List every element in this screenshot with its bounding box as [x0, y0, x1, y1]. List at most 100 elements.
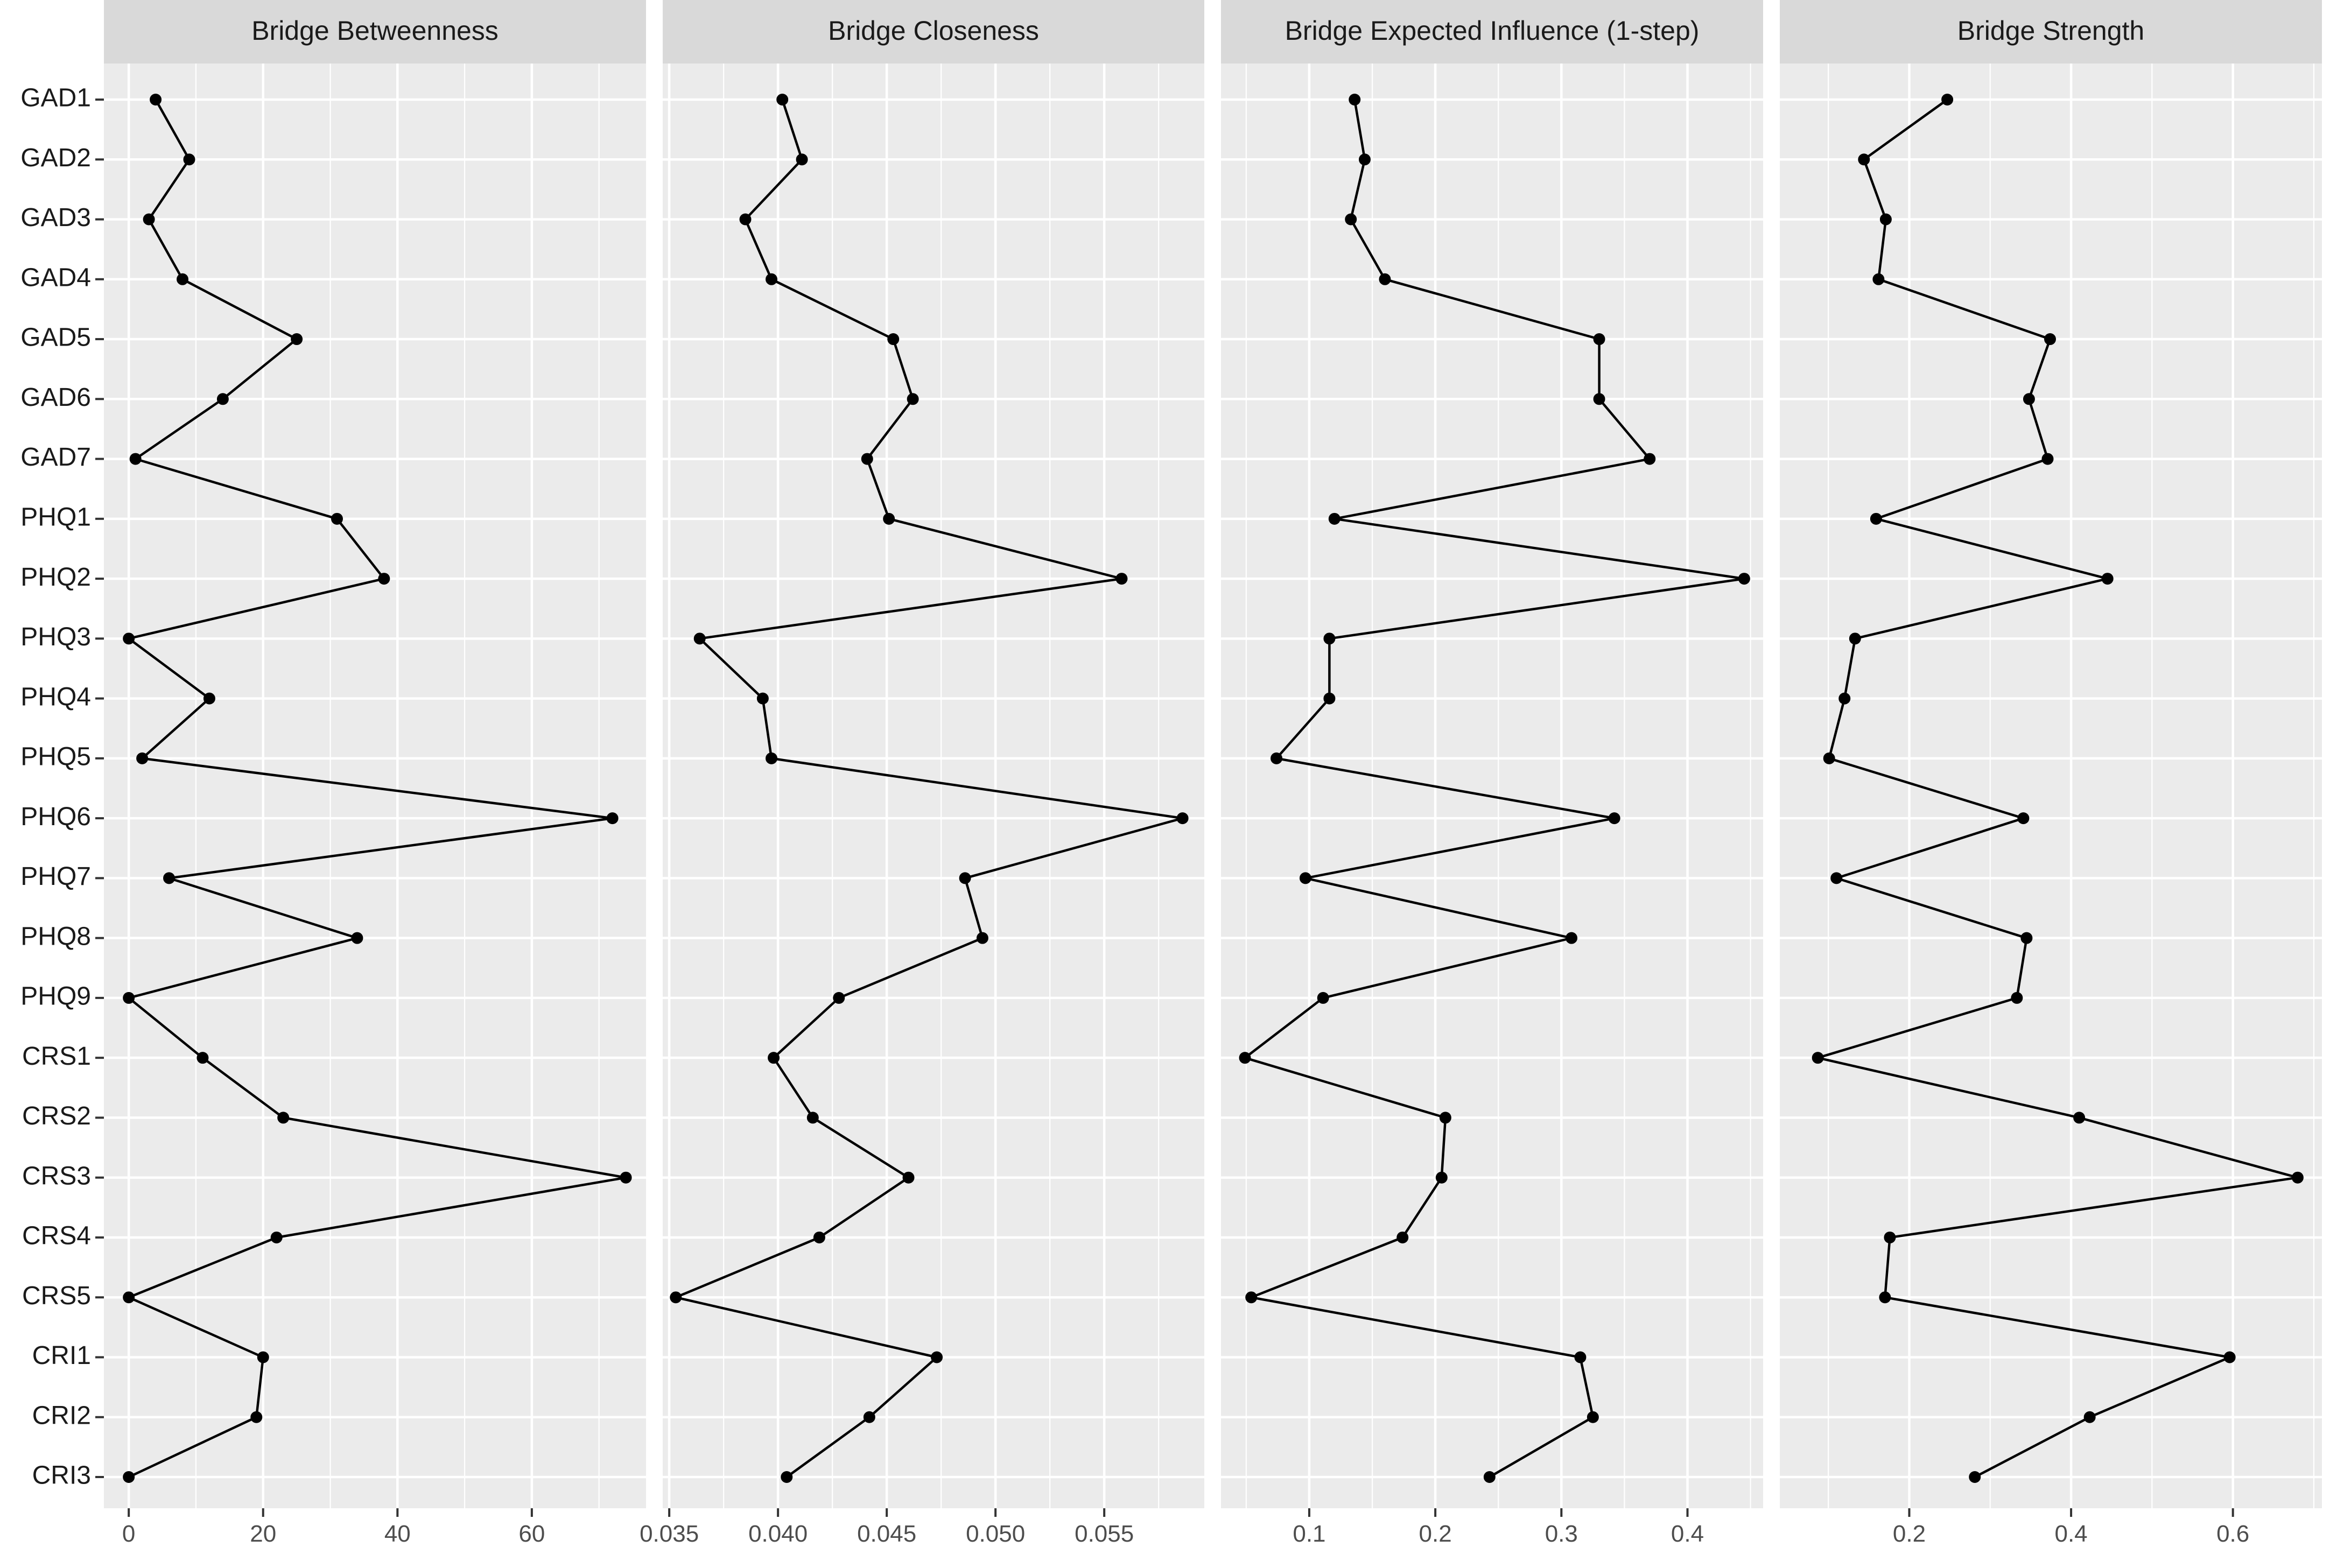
data-point-gad1 — [150, 94, 162, 106]
data-point-phq5 — [1823, 752, 1835, 764]
panel-background — [1221, 64, 1763, 1508]
data-point-crs4 — [813, 1231, 825, 1243]
data-point-gad7 — [2041, 453, 2054, 465]
data-point-phq3 — [1849, 632, 1861, 645]
y-tick-label-gad1: GAD1 — [20, 84, 91, 112]
data-point-gad4 — [1379, 273, 1391, 285]
data-point-phq6 — [2017, 812, 2030, 825]
data-point-phq6 — [606, 812, 619, 825]
y-tick-label-phq7: PHQ7 — [20, 862, 91, 891]
y-tick-label-gad7: GAD7 — [20, 443, 91, 472]
data-point-crs2 — [2073, 1112, 2086, 1124]
series-line — [674, 99, 1184, 1478]
y-tick-label-cri1: CRI1 — [32, 1341, 91, 1370]
data-point-cri1 — [257, 1351, 269, 1363]
panel-title: Bridge Closeness — [828, 16, 1039, 46]
panel-3: Bridge Expected Influence (1-step) 0.1 0.2… — [1221, 0, 1763, 1547]
data-point-gad5 — [1593, 333, 1605, 346]
data-point-gad5 — [887, 333, 900, 346]
series-line — [1816, 99, 2299, 1478]
panel-strip — [663, 0, 1204, 64]
panel-background — [1780, 64, 2322, 1508]
panel-title: Bridge Strength — [1957, 16, 2144, 46]
y-tick-label-phq9: PHQ9 — [20, 982, 91, 1011]
data-point-crs4 — [1396, 1231, 1409, 1243]
y-tick-label-cri3: CRI3 — [32, 1461, 91, 1490]
data-point-cri1 — [1574, 1351, 1587, 1363]
x-tick-label: 0.050 — [966, 1521, 1025, 1547]
y-axis: GAD1 GAD2 GAD3 GAD4 GAD5 GAD6 GAD7 PHQ1 PHQ2 PHQ3… — [20, 84, 104, 1490]
data-point-phq9 — [123, 992, 135, 1004]
x-tick-label: 0.1 — [1293, 1521, 1325, 1547]
data-point-gad6 — [2023, 393, 2035, 405]
data-point-phq7 — [959, 872, 971, 884]
data-point-gad3 — [739, 213, 752, 226]
data-point-phq3 — [123, 632, 135, 645]
data-point-crs5 — [1245, 1291, 1258, 1304]
x-tick-label: 60 — [518, 1521, 545, 1547]
y-tick-label-gad6: GAD6 — [20, 383, 91, 412]
x-tick-label: 0.035 — [640, 1521, 699, 1547]
y-tick-label-gad5: GAD5 — [20, 324, 91, 352]
data-point-phq5 — [1271, 752, 1283, 764]
data-point-gad5 — [291, 333, 303, 346]
x-tick-label: 0.2 — [1419, 1521, 1452, 1547]
x-tick-label: 0.040 — [748, 1521, 808, 1547]
y-tick-label-crs4: CRS4 — [22, 1222, 91, 1250]
y-tick-label-phq3: PHQ3 — [20, 623, 91, 651]
data-point-phq8 — [976, 932, 988, 944]
data-point-phq9 — [2011, 992, 2023, 1004]
data-point-gad7 — [1644, 453, 1656, 465]
data-point-gad2 — [1358, 153, 1371, 166]
y-tick-label-phq5: PHQ5 — [20, 743, 91, 771]
data-point-phq9 — [833, 992, 845, 1004]
data-point-gad1 — [1941, 94, 1954, 106]
data-point-gad4 — [1872, 273, 1885, 285]
data-point-crs4 — [270, 1231, 283, 1243]
x-tick-label: 20 — [250, 1521, 276, 1547]
data-point-phq1 — [883, 512, 895, 525]
data-point-phq5 — [766, 752, 778, 764]
data-point-crs4 — [1884, 1231, 1896, 1243]
data-point-crs2 — [806, 1112, 819, 1124]
x-tick-label: 0.3 — [1545, 1521, 1578, 1547]
data-point-phq4 — [1323, 692, 1336, 705]
data-point-phq6 — [1176, 812, 1189, 825]
data-point-phq7 — [163, 872, 176, 884]
data-point-gad5 — [2044, 333, 2056, 346]
data-point-cri3 — [781, 1471, 793, 1483]
x-tick-label: 0.045 — [857, 1521, 916, 1547]
data-point-cri2 — [2083, 1411, 2096, 1423]
data-point-cri1 — [2223, 1351, 2236, 1363]
data-point-crs5 — [670, 1291, 682, 1304]
y-tick-label-phq4: PHQ4 — [20, 683, 91, 711]
data-point-cri3 — [1483, 1471, 1496, 1483]
y-tick-label-cri2: CRI2 — [32, 1401, 91, 1430]
y-tick-label-gad4: GAD4 — [20, 263, 91, 292]
x-tick-label: 0.4 — [1671, 1521, 1704, 1547]
data-point-gad7 — [861, 453, 873, 465]
data-point-gad1 — [1349, 94, 1361, 106]
x-tick-label: 0.4 — [2054, 1521, 2087, 1547]
panel-strip — [1780, 0, 2322, 64]
data-point-phq1 — [331, 512, 343, 525]
data-point-phq7 — [1299, 872, 1311, 884]
data-point-gad4 — [766, 273, 778, 285]
panel-1: Bridge Betweenness 0 20 40 60 — [104, 0, 646, 1547]
panel-4: Bridge Strength 0.2 0.4 0.6 — [1780, 0, 2322, 1547]
data-point-gad2 — [183, 153, 195, 166]
data-point-crs1 — [1812, 1052, 1824, 1064]
data-point-phq5 — [136, 752, 149, 764]
y-tick-label-crs5: CRS5 — [22, 1282, 91, 1310]
panel-strip — [1221, 0, 1763, 64]
data-point-phq6 — [1608, 812, 1620, 825]
y-tick-label-phq1: PHQ1 — [20, 503, 91, 531]
panel-2: Bridge Closeness 0.035 0.040 0.045 0.050 0.05… — [640, 0, 1204, 1547]
data-point-phq8 — [2020, 932, 2033, 944]
data-point-crs1 — [196, 1052, 209, 1064]
data-point-phq2 — [2101, 573, 2114, 585]
data-point-crs1 — [1239, 1052, 1251, 1064]
data-point-crs2 — [1439, 1112, 1451, 1124]
data-point-phq2 — [1738, 573, 1750, 585]
